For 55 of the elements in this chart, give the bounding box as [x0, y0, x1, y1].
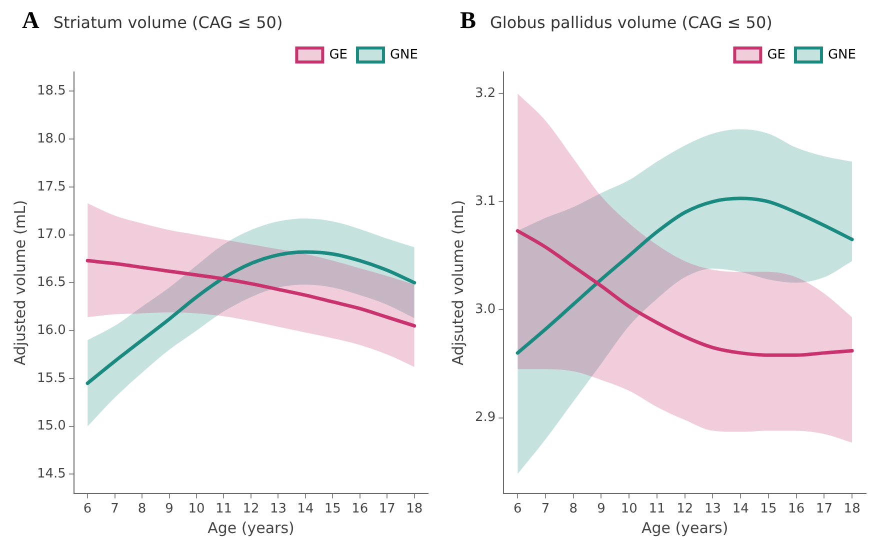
x-tick-label: 15 [324, 502, 341, 517]
y-axis-title: Adjsuted volume (mL) [448, 200, 467, 366]
x-axis-title: Age (years) [208, 518, 294, 537]
y-tick-label: 2.9 [474, 410, 496, 426]
y-tick-label: 15.0 [36, 418, 66, 434]
y-tick-label: 16.0 [36, 322, 66, 338]
x-tick-label: 17 [378, 502, 396, 517]
x-tick-label: 17 [816, 502, 832, 517]
line-series [86, 250, 416, 386]
x-tick-label: 18 [406, 502, 423, 517]
x-tick-label: 12 [242, 502, 260, 517]
y-axis-title: Adjusted volume (mL) [10, 200, 29, 366]
x-tick-label: 15 [760, 502, 777, 517]
y-tick-label: 3.0 [474, 302, 496, 318]
x-tick-label: 6 [513, 502, 522, 517]
y-tick-label: 17.5 [36, 179, 66, 194]
y-tick-label: 18.0 [36, 131, 66, 146]
chart-title: Globus pallidus volume (CAG ≤ 50) [490, 13, 772, 32]
y-tick-label: 16.5 [36, 275, 66, 290]
y-tick-label: 3.1 [474, 194, 496, 210]
x-tick-label: 7 [110, 502, 119, 517]
y-tick-label: 17.0 [36, 227, 66, 242]
x-tick-label: 9 [597, 502, 606, 517]
x-tick-label: 16 [352, 502, 368, 517]
text: A [22, 8, 40, 35]
x-tick-label: 10 [620, 502, 638, 517]
x-tick-label: 9 [165, 502, 174, 517]
x-tick-label: 13 [704, 502, 721, 517]
y-tick-label: 14.5 [36, 466, 66, 482]
x-tick-label: 11 [648, 502, 666, 517]
x-tick-label: 10 [188, 502, 205, 517]
line-series [516, 196, 854, 355]
x-tick-label: 14 [732, 502, 749, 517]
x-tick-label: 12 [676, 502, 694, 517]
x-tick-label: 8 [138, 502, 146, 517]
x-tick-label: 16 [788, 502, 805, 517]
line-series [516, 229, 854, 357]
text: B [460, 8, 476, 35]
x-tick-label: 7 [541, 502, 550, 517]
x-tick-label: 11 [215, 502, 232, 517]
x-tick-label: 8 [569, 502, 578, 517]
x-tick-label: 13 [270, 502, 286, 517]
y-tick-label: 18.5 [36, 84, 66, 99]
y-tick-label: 15.5 [36, 370, 66, 386]
y-tick-label: 3.2 [474, 86, 496, 101]
legend-label: GE [767, 47, 786, 62]
legend-label: GE [329, 47, 348, 62]
x-tick-label: 14 [297, 502, 314, 517]
line-series [86, 258, 416, 328]
x-axis-title: Age (years) [641, 518, 728, 537]
legend-label: GNE [390, 47, 418, 62]
legend-label: GNE [828, 47, 856, 62]
chart-title: Striatum volume (CAG ≤ 50) [53, 13, 283, 32]
x-tick-label: 6 [83, 502, 92, 517]
x-tick-label: 18 [844, 502, 860, 517]
